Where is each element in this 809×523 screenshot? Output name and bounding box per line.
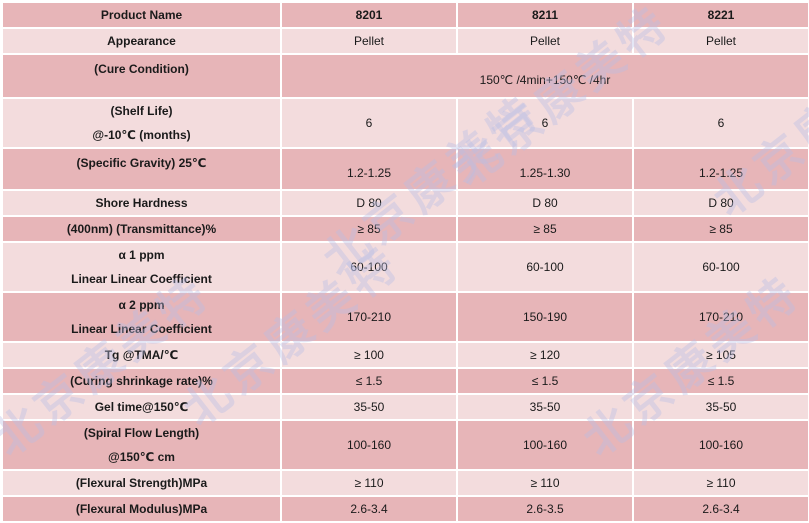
value-cell: 100-160 xyxy=(456,419,634,471)
row-label: Gel time@150℃ xyxy=(1,393,282,421)
row-label-line: (Flexural Modulus)MPa xyxy=(75,502,208,516)
value-cell: 35-50 xyxy=(280,393,458,421)
value-cell: ≥ 85 xyxy=(280,215,458,243)
value-cell: ≥ 85 xyxy=(632,215,809,243)
header-label: Product Name xyxy=(1,1,282,29)
column-header: 8211 xyxy=(456,1,634,29)
table-row: (Cure Condition) 150℃ /4min+150℃ /4hr xyxy=(1,53,809,99)
table-row: (Curing shrinkage rate)% ≤ 1.5 ≤ 1.5 ≤ 1.5 xyxy=(1,367,809,395)
value-cell: ≥ 100 xyxy=(280,341,458,369)
table-row: Tg @TMA/℃ ≥ 100 ≥ 120 ≥ 105 xyxy=(1,341,809,369)
value-cell: 1.2-1.25 xyxy=(632,147,809,191)
value-cell: 60-100 xyxy=(456,241,634,293)
row-label-line: Linear Linear Coefficient xyxy=(71,322,212,336)
value-cell: Pellet xyxy=(456,27,634,55)
row-label: (Flexural Strength)MPa xyxy=(1,469,282,497)
value-cell: D 80 xyxy=(456,189,634,217)
row-label-line: Linear Linear Coefficient xyxy=(71,272,212,286)
row-label-line: (Curing shrinkage rate)% xyxy=(70,374,213,388)
value-cell: ≥ 110 xyxy=(280,469,458,497)
value-cell: ≥ 120 xyxy=(456,341,634,369)
value-cell: 170-210 xyxy=(632,291,809,343)
value-cell: 60-100 xyxy=(632,241,809,293)
value-cell: ≤ 1.5 xyxy=(280,367,458,395)
column-header: 8221 xyxy=(632,1,809,29)
value-cell: ≤ 1.5 xyxy=(456,367,634,395)
row-label-line: Gel time@150℃ xyxy=(94,400,189,414)
value-cell: 35-50 xyxy=(632,393,809,421)
table-row: Shore Hardness D 80 D 80 D 80 xyxy=(1,189,809,217)
value-cell: 60-100 xyxy=(280,241,458,293)
row-label-line: Tg @TMA/℃ xyxy=(104,348,179,362)
row-label: α 2 ppm Linear Linear Coefficient xyxy=(1,291,282,343)
row-label: Shore Hardness xyxy=(1,189,282,217)
value-cell: 150-190 xyxy=(456,291,634,343)
value-cell: ≥ 105 xyxy=(632,341,809,369)
value-cell: 6 xyxy=(456,97,634,149)
row-label-line: (400nm) (Transmittance)% xyxy=(66,222,217,236)
value-cell: D 80 xyxy=(632,189,809,217)
value-cell: 170-210 xyxy=(280,291,458,343)
table-row: Appearance Pellet Pellet Pellet xyxy=(1,27,809,55)
row-label: (400nm) (Transmittance)% xyxy=(1,215,282,243)
row-label: (Spiral Flow Length) @150℃ cm xyxy=(1,419,282,471)
row-label-line: (Cure Condition) xyxy=(94,62,189,76)
row-label-line: (Shelf Life) xyxy=(110,104,173,118)
row-label: (Specific Gravity) 25℃ xyxy=(1,147,282,191)
row-label: (Cure Condition) xyxy=(1,53,282,99)
row-label: (Flexural Modulus)MPa xyxy=(1,495,282,523)
row-label: Appearance xyxy=(1,27,282,55)
value-cell: 2.6-3.5 xyxy=(456,495,634,523)
row-label-line: α 2 ppm xyxy=(118,298,165,312)
row-label-line: α 1 ppm xyxy=(118,248,165,262)
row-label-line: Appearance xyxy=(107,34,176,48)
table-row: (Spiral Flow Length) @150℃ cm 100-160 100-1… xyxy=(1,419,809,471)
table-row: (Flexural Modulus)MPa 2.6-3.4 2.6-3.5 2.6-3… xyxy=(1,495,809,523)
row-label-line: @150℃ cm xyxy=(108,450,175,464)
row-label-line: @-10℃ (months) xyxy=(92,128,191,142)
value-cell: ≥ 110 xyxy=(632,469,809,497)
value-cell: 2.6-3.4 xyxy=(280,495,458,523)
value-cell: 35-50 xyxy=(456,393,634,421)
table-row: (Shelf Life) @-10℃ (months) 6 6 6 xyxy=(1,97,809,149)
row-label-line: (Spiral Flow Length) xyxy=(83,426,200,440)
value-cell: 100-160 xyxy=(280,419,458,471)
table-row: (Flexural Strength)MPa ≥ 110 ≥ 110 ≥ 110 xyxy=(1,469,809,497)
table-row: (400nm) (Transmittance)% ≥ 85 ≥ 85 ≥ 85 xyxy=(1,215,809,243)
row-label: Tg @TMA/℃ xyxy=(1,341,282,369)
value-cell: 6 xyxy=(280,97,458,149)
value-cell: 2.6-3.4 xyxy=(632,495,809,523)
row-label: (Curing shrinkage rate)% xyxy=(1,367,282,395)
table-row: Gel time@150℃ 35-50 35-50 35-50 xyxy=(1,393,809,421)
header-row: Product Name 8201 8211 8221 xyxy=(1,1,809,29)
value-cell: 1.2-1.25 xyxy=(280,147,458,191)
value-cell: 100-160 xyxy=(632,419,809,471)
value-cell: Pellet xyxy=(280,27,458,55)
value-cell: Pellet xyxy=(632,27,809,55)
value-cell: ≤ 1.5 xyxy=(632,367,809,395)
table-row: α 1 ppm Linear Linear Coefficient 60-100 60… xyxy=(1,241,809,293)
row-label: (Shelf Life) @-10℃ (months) xyxy=(1,97,282,149)
row-label-line: (Specific Gravity) 25℃ xyxy=(76,156,207,170)
value-cell: ≥ 85 xyxy=(456,215,634,243)
value-cell: D 80 xyxy=(280,189,458,217)
table-row: (Specific Gravity) 25℃ 1.2-1.25 1.25-1.30 1… xyxy=(1,147,809,191)
row-label-line: Shore Hardness xyxy=(95,196,188,210)
merged-value-cell: 150℃ /4min+150℃ /4hr xyxy=(280,53,809,99)
table-row: α 2 ppm Linear Linear Coefficient 170-210 1… xyxy=(1,291,809,343)
value-cell: ≥ 110 xyxy=(456,469,634,497)
value-cell: 1.25-1.30 xyxy=(456,147,634,191)
row-label: α 1 ppm Linear Linear Coefficient xyxy=(1,241,282,293)
row-label-line: (Flexural Strength)MPa xyxy=(75,476,208,490)
value-cell: 6 xyxy=(632,97,809,149)
column-header: 8201 xyxy=(280,1,458,29)
